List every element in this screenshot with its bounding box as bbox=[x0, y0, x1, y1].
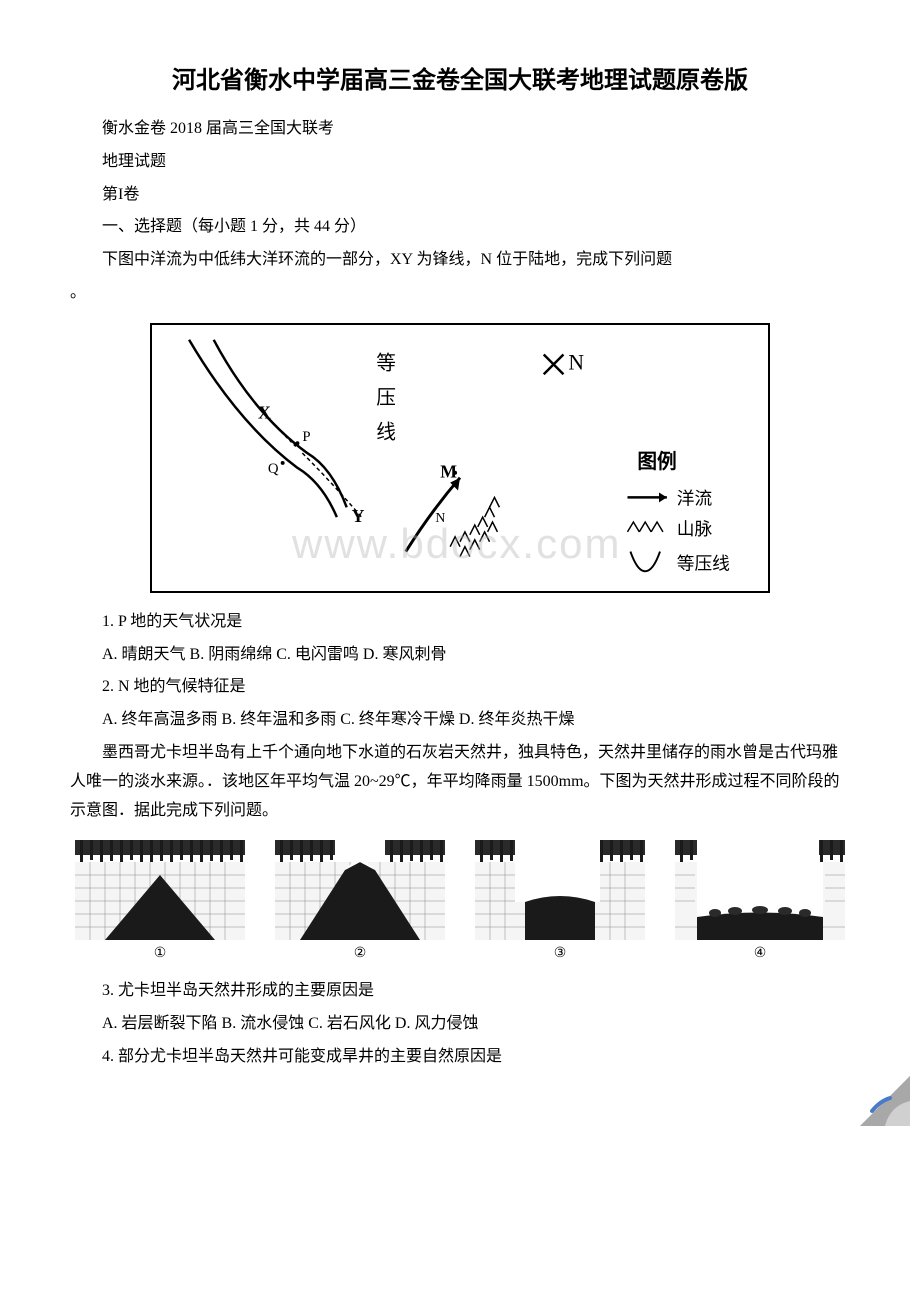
diagram1-container: 等 压 线 X P Q Y N M bbox=[70, 323, 850, 593]
n-cross bbox=[544, 354, 564, 374]
stage4-svg bbox=[675, 840, 845, 940]
legend-mountain-label: 山脉 bbox=[677, 519, 713, 539]
legend-isobar-symbol bbox=[630, 551, 660, 571]
question-group2-intro: 墨西哥尤卡坦半岛有上千个通向地下水道的石灰岩天然井，独具特色，天然井里储存的雨水… bbox=[70, 739, 850, 825]
isobar-left2 bbox=[189, 340, 337, 517]
legend-current-arrow bbox=[659, 492, 667, 502]
isobar-label2: 压 bbox=[376, 387, 396, 409]
current-arrow-line bbox=[406, 477, 460, 551]
q-dot bbox=[281, 461, 285, 465]
legend-title: 图例 bbox=[637, 450, 676, 473]
section-instruction: 一、选择题（每小题 1 分，共 44 分） bbox=[70, 213, 850, 242]
q4-stem: 4. 部分尤卡坦半岛天然井可能变成旱井的主要自然原因是 bbox=[70, 1043, 850, 1072]
q2-stem: 2. N 地的气候特征是 bbox=[70, 673, 850, 702]
legend-current-label: 洋流 bbox=[677, 488, 713, 508]
stage1-diagram: ① bbox=[70, 840, 250, 962]
diagram1-svg: 等 压 线 X P Q Y N M bbox=[152, 325, 768, 591]
q-label: Q bbox=[268, 461, 279, 477]
stage1-svg bbox=[75, 840, 245, 940]
stage3-label: ③ bbox=[470, 945, 650, 962]
stage4-label: ④ bbox=[670, 945, 850, 962]
legend-isobar-label: 等压线 bbox=[677, 553, 730, 573]
question-group1-intro: 下图中洋流为中低纬大洋环流的一部分，XY 为锋线，N 位于陆地，完成下列问题 bbox=[70, 246, 850, 275]
stage2-label: ② bbox=[270, 945, 450, 962]
stage4-diagram: ④ bbox=[670, 840, 850, 962]
n-label: N bbox=[568, 350, 584, 374]
n-small-label: N bbox=[435, 510, 445, 525]
stage2-svg bbox=[275, 840, 445, 940]
stage3-diagram: ③ bbox=[470, 840, 650, 962]
q3-options: A. 岩层断裂下陷 B. 流水侵蚀 C. 岩石风化 D. 风力侵蚀 bbox=[70, 1010, 850, 1039]
stage-diagrams-row: ① ② bbox=[70, 840, 850, 962]
isobar-left bbox=[214, 340, 347, 507]
legend-mountain-symbol bbox=[627, 522, 662, 532]
page-title: 河北省衡水中学届高三金卷全国大联考地理试题原卷版 bbox=[70, 60, 850, 95]
m-dot bbox=[453, 471, 457, 475]
diagram1-frame: 等 压 线 X P Q Y N M bbox=[150, 323, 770, 593]
q3-stem: 3. 尤卡坦半岛天然井形成的主要原因是 bbox=[70, 977, 850, 1006]
x-label: X bbox=[258, 402, 271, 422]
subtitle-line2: 地理试题 bbox=[70, 148, 850, 177]
subtitle-line1: 衡水金卷 2018 届高三全国大联考 bbox=[70, 115, 850, 144]
q1-stem: 1. P 地的天气状况是 bbox=[70, 608, 850, 637]
q2-options: A. 终年高温多雨 B. 终年温和多雨 C. 终年寒冷干燥 D. 终年炎热干燥 bbox=[70, 706, 850, 735]
intro-period: 。 bbox=[70, 279, 850, 308]
mountain-symbols bbox=[450, 497, 499, 556]
p-dot bbox=[295, 441, 299, 445]
isobar-label1: 等 bbox=[376, 352, 396, 374]
stage1-label: ① bbox=[70, 945, 250, 962]
stage2-diagram: ② bbox=[270, 840, 450, 962]
stage3-svg bbox=[475, 840, 645, 940]
corner-fold-icon bbox=[840, 1056, 910, 1126]
p-label: P bbox=[302, 429, 310, 445]
q1-options: A. 晴朗天气 B. 阴雨绵绵 C. 电闪雷鸣 D. 寒风刺骨 bbox=[70, 641, 850, 670]
isobar-label3: 线 bbox=[376, 421, 396, 443]
section-label: 第I卷 bbox=[70, 181, 850, 210]
